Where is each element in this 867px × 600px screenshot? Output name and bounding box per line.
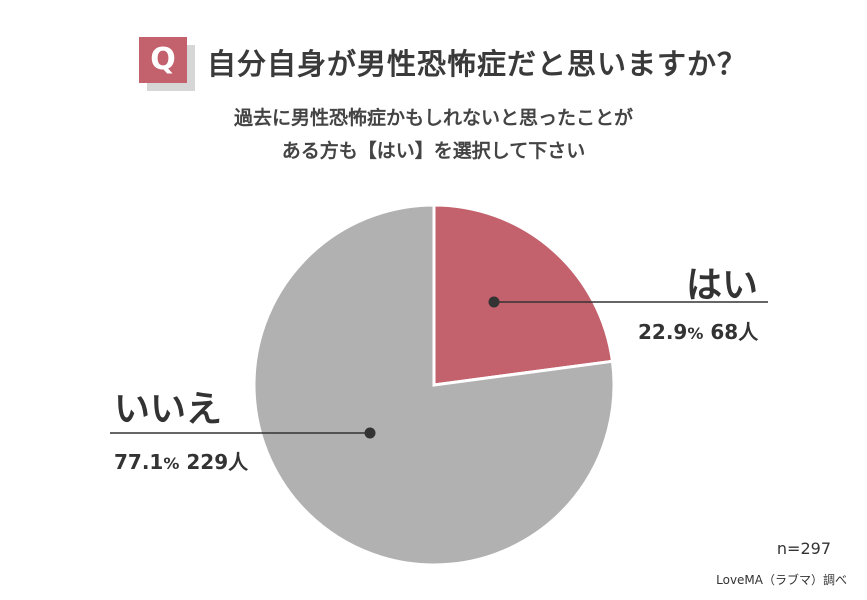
question-badge-letter: Q: [139, 37, 187, 83]
chart-subtitle: 過去に男性恐怖症かもしれないと思ったことが ある方も【はい】を選択して下さい: [0, 102, 867, 168]
subtitle-line-2: ある方も【はい】を選択して下さい: [281, 140, 586, 162]
leader-dot-yes: [488, 296, 500, 308]
percent-symbol-yes: %: [687, 324, 704, 343]
question-badge: Q: [139, 37, 195, 91]
source-credit: LoveMA（ラブマ）調べ: [716, 573, 847, 587]
sample-size: n=297: [776, 539, 831, 558]
pie-slice-no: [252, 203, 616, 567]
slice-value-no: 77.1% 229人: [114, 446, 248, 475]
slice-count-no: 229人: [186, 450, 249, 474]
chart-title: 自分自身が男性恐怖症だと思いますか？: [207, 47, 748, 81]
subtitle-line-1: 過去に男性恐怖症かもしれないと思ったことが: [233, 107, 633, 129]
slice-label-yes: はい: [686, 265, 759, 306]
percent-symbol-no: %: [163, 454, 180, 473]
slice-percent-no: 77.1: [114, 450, 164, 474]
slice-percent-yes: 22.9: [638, 320, 688, 344]
slice-value-yes: 22.9% 68人: [638, 316, 758, 345]
slice-count-yes: 68人: [710, 320, 759, 344]
pie-slice-yes: [432, 203, 615, 387]
slice-label-no: いいえ: [114, 389, 223, 430]
leader-dot-no: [364, 427, 376, 439]
